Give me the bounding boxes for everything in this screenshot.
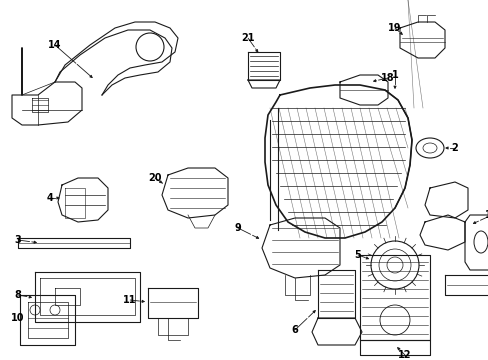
Text: 10: 10 — [11, 313, 25, 323]
Text: 14: 14 — [48, 40, 61, 50]
Text: 21: 21 — [241, 33, 254, 43]
Text: 8: 8 — [15, 290, 21, 300]
Text: 9: 9 — [234, 223, 241, 233]
Text: 19: 19 — [387, 23, 401, 33]
Text: 6: 6 — [291, 325, 298, 335]
Text: 20: 20 — [148, 173, 162, 183]
Text: 3: 3 — [15, 235, 21, 245]
Text: 1: 1 — [391, 70, 398, 80]
Text: 11: 11 — [123, 295, 137, 305]
Text: 2: 2 — [451, 143, 457, 153]
Text: 4: 4 — [46, 193, 53, 203]
Text: 18: 18 — [381, 73, 394, 83]
Text: 12: 12 — [397, 350, 411, 360]
Text: 5: 5 — [354, 250, 361, 260]
Text: 13: 13 — [484, 210, 488, 220]
